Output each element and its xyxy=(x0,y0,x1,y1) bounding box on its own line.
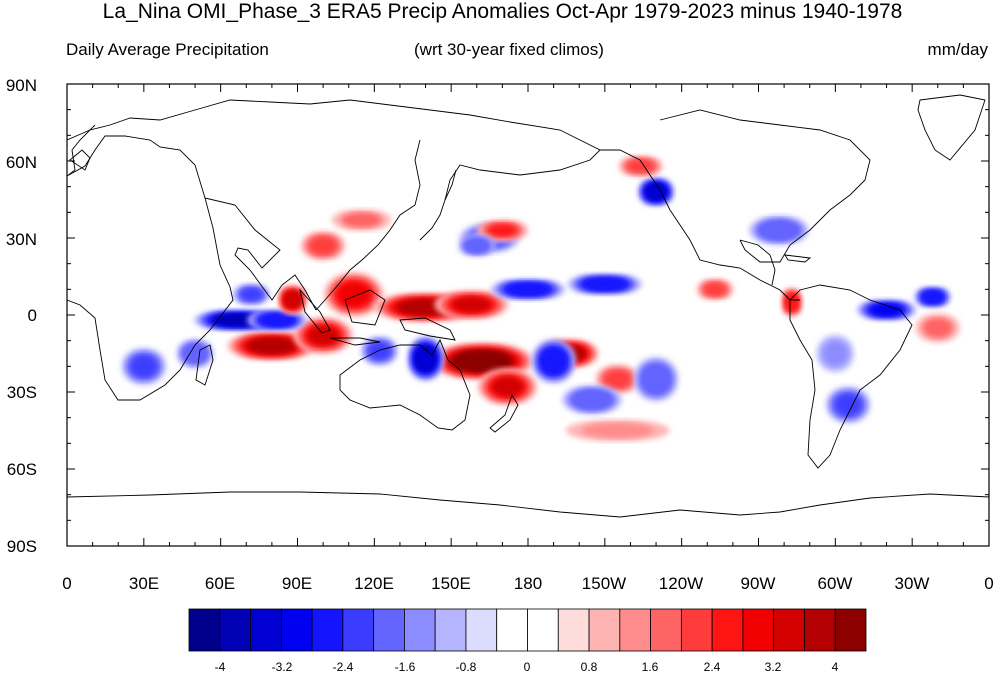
anomaly-blob xyxy=(341,212,383,228)
lat-label-30s: 30S xyxy=(6,383,37,402)
lon-label-90e: 90E xyxy=(281,574,313,593)
anomaly-blob xyxy=(508,283,548,296)
anomaly-blob xyxy=(284,292,300,308)
colorbar-box xyxy=(434,608,467,652)
units-label: mm/day xyxy=(927,40,988,59)
colorbar-box xyxy=(680,608,713,652)
anomaly-blob xyxy=(870,303,903,316)
subtitle-center: (wrt 30-year fixed climos) xyxy=(414,40,604,59)
colorbar-box xyxy=(342,608,375,652)
anomaly-blob xyxy=(456,352,507,371)
lon-label-60e: 60E xyxy=(204,574,236,593)
colorbar-label: 3.2 xyxy=(764,660,782,674)
anomaly-blob xyxy=(249,338,295,354)
anomaly-blob xyxy=(130,355,157,378)
colorbar-label: 2.4 xyxy=(703,660,721,674)
lat-label-60s: 60S xyxy=(6,460,37,479)
anomaly-blob xyxy=(642,366,670,393)
anomaly-blob xyxy=(240,287,263,302)
lon-label-30e: 30E xyxy=(128,574,160,593)
colorbar-box xyxy=(280,608,313,652)
colorbar-box xyxy=(650,608,682,652)
lat-label-60n: 60N xyxy=(5,153,37,172)
anomaly-blob xyxy=(574,390,610,409)
anomaly-blob xyxy=(491,376,524,397)
anomaly-blob xyxy=(604,370,631,388)
lon-label-60w: 60W xyxy=(817,574,853,593)
anomaly-blob xyxy=(835,393,862,416)
colorbar-label: -4 xyxy=(214,660,226,674)
anomaly-blob xyxy=(368,342,391,360)
anomaly-blob xyxy=(922,317,954,339)
lon-label-120w: 120W xyxy=(658,574,704,593)
lon-label-0: 0 xyxy=(62,574,72,593)
lat-label-30n: 30N xyxy=(5,230,37,249)
lon-label-180: 180 xyxy=(513,574,543,593)
colorbar-boxes xyxy=(188,608,867,652)
chart-title: La_Nina OMI_Phase_3 ERA5 Precip Anomalie… xyxy=(102,0,903,23)
anomaly-blob xyxy=(337,282,370,307)
anomaly-blob xyxy=(465,239,488,253)
colorbar-label: 1.6 xyxy=(641,660,659,674)
colorbar-label: 4 xyxy=(831,660,839,674)
lon-label-30w: 30W xyxy=(894,574,930,593)
colorbar-box xyxy=(804,608,836,652)
colorbar-box xyxy=(619,608,651,652)
colorbar-label: 0.8 xyxy=(580,660,598,674)
colorbar-label: -2.4 xyxy=(332,660,354,674)
lat-label-90s: 90S xyxy=(6,537,37,556)
anomaly-blob xyxy=(184,344,206,363)
colorbar-label: 0 xyxy=(523,660,531,674)
lon-label-90w: 90W xyxy=(740,574,776,593)
colorbar-box xyxy=(588,608,621,652)
colorbar-box xyxy=(496,608,528,652)
colorbar-box xyxy=(742,608,775,652)
colorbar-box xyxy=(219,608,251,652)
colorbar-box xyxy=(465,608,498,652)
subtitle-left: Daily Average Precipitation xyxy=(66,40,269,59)
lon-label-150e: 150E xyxy=(431,574,471,593)
coastlines xyxy=(67,94,989,518)
anomaly-blob xyxy=(822,340,849,367)
anomaly-blob xyxy=(922,291,943,304)
colorbar-box xyxy=(404,608,436,652)
lat-label-eq: 0 xyxy=(27,306,37,325)
anomaly-blob xyxy=(581,422,654,439)
anomaly-blob xyxy=(646,184,666,200)
colorbar-box xyxy=(834,608,867,652)
colorbar-box xyxy=(557,608,590,652)
anomaly-field xyxy=(121,154,961,442)
anomaly-blob xyxy=(584,278,625,291)
anomaly-blob xyxy=(704,282,726,296)
lon-label-0-end: 0 xyxy=(984,574,994,593)
anomaly-blob xyxy=(310,236,337,255)
lat-label-90n: 90N xyxy=(5,76,37,95)
colorbar-box xyxy=(773,608,805,652)
anomaly-blob xyxy=(627,159,654,173)
colorbar-box xyxy=(311,608,344,652)
lon-label-150w: 150W xyxy=(581,574,627,593)
axis-ticks xyxy=(66,83,990,547)
colorbar-box xyxy=(250,608,282,652)
anomaly-blob xyxy=(761,221,797,240)
colorbar-label: -3.2 xyxy=(271,660,293,674)
colorbar-box xyxy=(527,608,559,652)
anomaly-blob xyxy=(487,223,518,237)
colorbar-box xyxy=(188,608,221,652)
anomaly-blob xyxy=(451,296,492,313)
anomaly-blob xyxy=(261,314,293,327)
colorbar-label: -0.8 xyxy=(455,660,477,674)
colorbar-label: -1.6 xyxy=(394,660,416,674)
lon-label-120e: 120E xyxy=(354,574,394,593)
anomaly-blob xyxy=(541,349,566,374)
colorbar-box xyxy=(373,608,405,652)
colorbar-box xyxy=(711,608,744,652)
anomaly-blob xyxy=(307,325,339,346)
